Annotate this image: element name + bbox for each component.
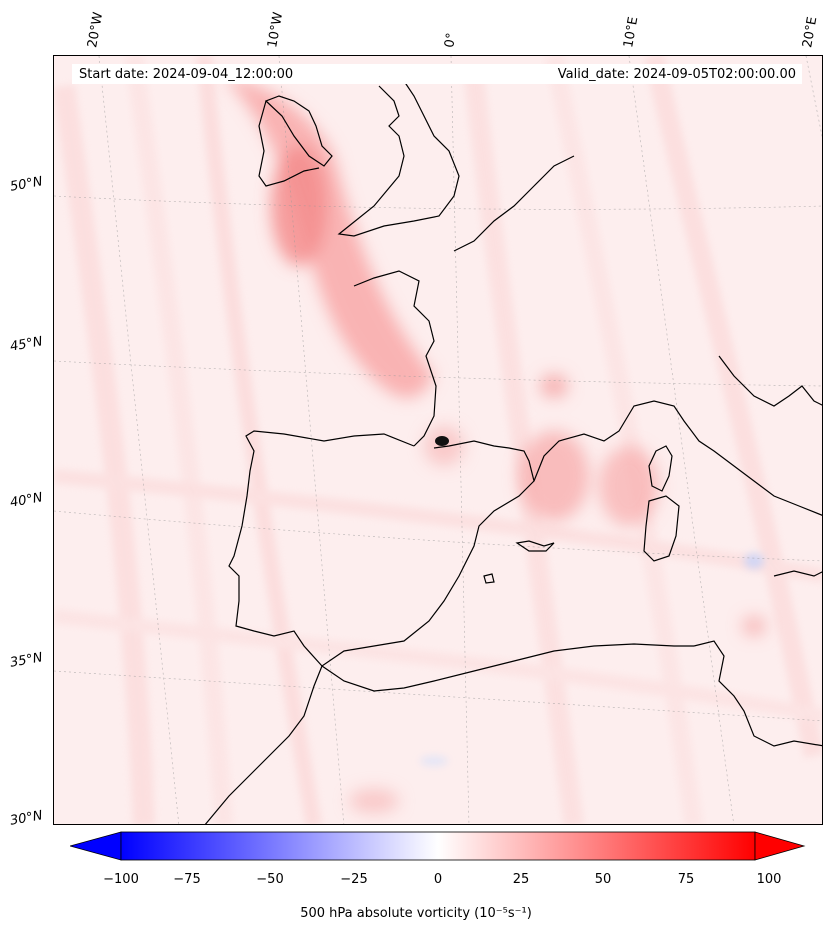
vorticity-bands [54,56,822,824]
start-date-text: Start date: 2024-09-04_12:00:00 [79,67,294,82]
colorbar [70,831,806,861]
valid-date-text: Valid_date: 2024-09-05T02:00:00.00 [557,67,796,82]
lon-label-20e: 20°E [800,15,821,49]
lat-label-50n: 50°N [8,174,44,195]
colorbar-tick: 25 [512,872,530,887]
colorbar-label: 500 hPa absolute vorticity (10⁻⁵s⁻¹) [300,906,532,921]
colorbar-tick: −25 [340,872,368,887]
colorbar-tick: 100 [756,872,782,887]
lon-label-0: 0° [442,31,460,49]
date-banner [72,64,802,84]
lon-label-10w: 10°W [265,11,287,50]
colorbar-tick: 0 [433,872,443,887]
lon-label-10e: 10°E [621,15,642,49]
coastlines [204,80,822,824]
colorbar-gradient [120,831,756,861]
location-marker [435,436,449,446]
colorbar-low-extend [70,831,122,861]
colorbar-tick: −75 [173,872,201,887]
colorbar-tick: −50 [256,872,284,887]
lat-label-30n: 30°N [8,808,44,829]
lat-label-40n: 40°N [8,490,44,511]
map-panel[interactable] [53,55,823,825]
vorticity-minima [420,553,764,766]
lon-label-20w: 20°W [85,11,107,50]
colorbar-tick: 75 [677,872,695,887]
lat-label-45n: 45°N [8,334,44,355]
vorticity-map[interactable] [54,56,823,825]
lat-label-35n: 35°N [8,650,44,671]
vorticity-maxima [224,76,766,813]
colorbar-high-extend [754,831,806,861]
colorbar-tick: 50 [594,872,612,887]
graticule [54,56,822,824]
colorbar-tick: −100 [103,872,139,887]
